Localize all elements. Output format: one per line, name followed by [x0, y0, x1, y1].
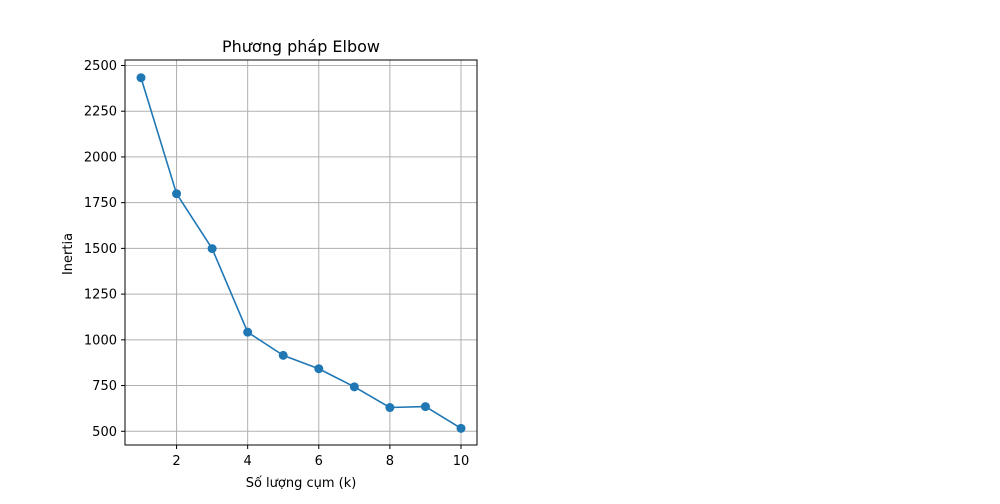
data-point: [456, 423, 466, 433]
x-tick-label: 10: [453, 454, 470, 469]
y-tick-label: 1500: [84, 242, 117, 257]
data-point: [172, 189, 182, 199]
data-point: [385, 403, 395, 413]
y-tick-label: 1000: [84, 333, 117, 348]
x-tick-label: 4: [244, 454, 252, 469]
y-tick-label: 2250: [84, 105, 117, 120]
x-tick-label: 8: [386, 454, 394, 469]
data-point: [278, 350, 288, 360]
data-point: [243, 327, 253, 337]
data-point: [349, 382, 359, 392]
data-point: [314, 364, 324, 374]
y-tick-label: 750: [92, 379, 117, 394]
y-tick-label: 2500: [84, 59, 117, 74]
x-axis-ticks: 2 4 6 8 10: [172, 445, 469, 469]
y-axis-label: Inertia: [61, 233, 76, 275]
chart-title: Phương pháp Elbow: [222, 37, 380, 56]
x-axis-label: Số lượng cụm (k): [246, 476, 357, 491]
y-tick-label: 500: [92, 425, 117, 440]
plot-area-frame: [124, 59, 478, 446]
y-tick-label: 2000: [84, 150, 117, 165]
data-point: [207, 244, 217, 254]
y-axis-ticks: 500 750 1000 1250 1500 1750 2000 2250 2500: [84, 59, 125, 440]
x-tick-label: 6: [315, 454, 323, 469]
series-line-layer: [140, 77, 462, 430]
y-tick-label: 1250: [84, 288, 117, 303]
data-point: [136, 73, 146, 83]
data-points: [136, 73, 466, 433]
series-line: [140, 77, 462, 430]
y-tick-label: 1750: [84, 196, 117, 211]
data-point: [420, 402, 430, 412]
grid-lines: [125, 60, 477, 445]
x-tick-label: 2: [172, 454, 180, 469]
